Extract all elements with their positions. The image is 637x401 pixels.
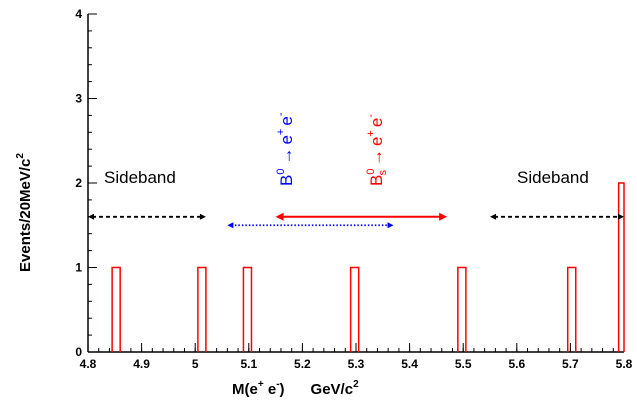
sideband-label-right: Sideband [517,168,589,187]
histogram-bin [566,266,577,352]
left-sideband-arrow [88,213,206,220]
x-tick-label: 5.6 [508,357,525,371]
x-tick-label: 4.8 [80,357,97,371]
y-tick-label: 2 [75,176,82,190]
histogram-bin [617,182,625,352]
histogram-bin [349,266,360,352]
y-tick-label: 1 [75,261,82,275]
b0-window-arrow [227,222,394,229]
right-sideband-arrow [490,213,624,220]
y-tick-label: 3 [75,92,82,106]
b0-decay-label: B0→e+e- [275,112,296,186]
x-tick-label: 5.2 [294,357,311,371]
x-tick-label: 5.3 [348,357,365,371]
x-tick-label: 5 [192,357,199,371]
histogram-bin [111,266,121,352]
x-tick-label: 5.7 [562,357,579,371]
svg-text:B0→e+e-: B0→e+e- [275,112,296,186]
svg-text:B0s→e+e-: B0s→e+e- [365,114,389,186]
x-tick-label: 5.1 [240,357,257,371]
x-tick-label: 5.8 [616,357,633,371]
x-tick-label: 4.9 [133,357,150,371]
svg-text:Events/20MeV/c2: Events/20MeV/c2 [15,153,34,272]
bs-decay-label: B0s→e+e- [365,114,389,186]
x-tick-label: 5.5 [455,357,472,371]
sideband-label-left: Sideband [104,168,176,187]
y-tick-label: 0 [75,345,82,359]
x-axis-title: M(e+ e-) GeV/c2 [232,379,359,398]
histogram-bin [242,266,253,352]
bs-window-arrow [275,212,448,221]
histogram-bin [457,266,467,352]
y-axis-title: Events/20MeV/c2 [15,153,34,272]
x-tick-label: 5.4 [401,357,418,371]
histogram-bin [197,266,207,352]
y-tick-label: 4 [75,7,82,21]
